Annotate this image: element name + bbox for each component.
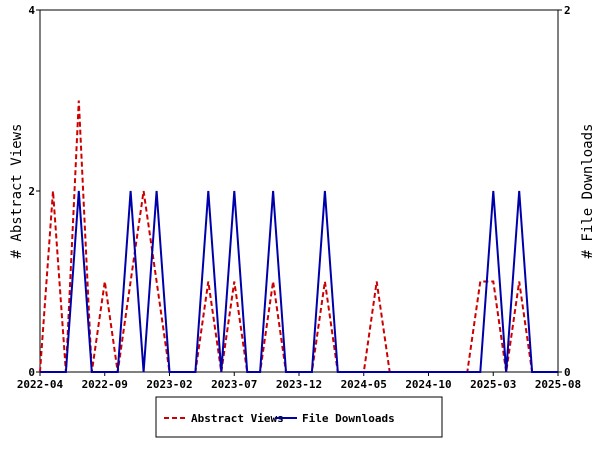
y-left-tick-label: 2 [28,185,35,198]
y-left-tick-label: 0 [28,366,35,379]
x-tick-label: 2023-02 [146,378,192,391]
x-tick-label: 2022-04 [17,378,64,391]
legend-label-abstract-views: Abstract Views [191,412,284,425]
x-tick-label: 2022-09 [82,378,128,391]
x-tick-label: 2025-08 [535,378,581,391]
y-right-axis-title: # File Downloads [580,124,596,259]
y-right-tick-label: 2 [564,4,571,17]
legend-box [155,396,443,438]
legend: Abstract Views File Downloads [155,396,443,438]
series-line-file-downloads [40,190,558,373]
y-right-tick-label: 0 [564,366,571,379]
series-line-abstract-views [39,100,558,373]
axes: 2022-04 2022-09 2023-02 2023-07 2023-12 2024-… [9,4,596,391]
x-tick-label: 2024-10 [405,378,451,391]
plot-frame [39,9,559,373]
x-tick-label: 2025-03 [470,378,516,391]
x-tick-label: 2023-12 [276,378,322,391]
y-left-tick-label: 4 [28,4,35,17]
x-tick-label: 2023-07 [211,378,257,391]
series-lines [39,100,558,373]
y-left-axis-title: # Abstract Views [9,124,25,259]
legend-label-file-downloads: File Downloads [302,412,395,425]
x-tick-label: 2024-05 [341,378,387,391]
